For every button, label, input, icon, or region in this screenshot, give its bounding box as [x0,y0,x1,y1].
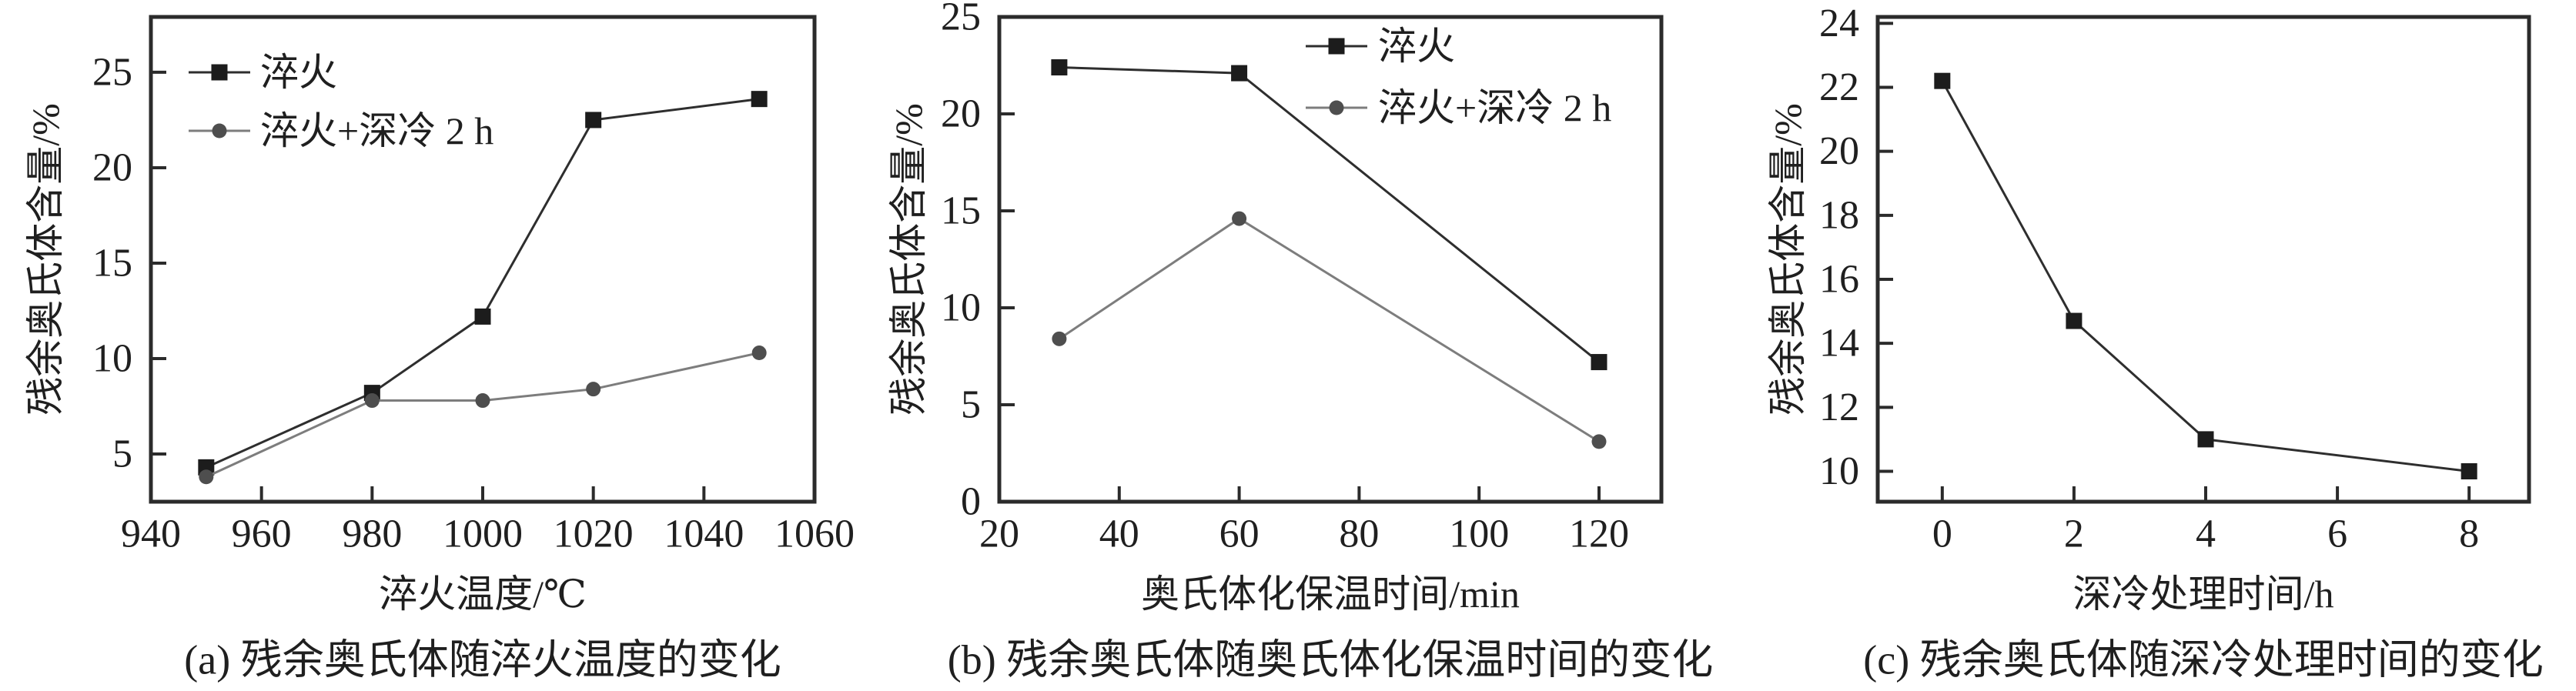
data-point-marker [751,91,768,108]
legend-label: 淬火+深冷 2 h [260,109,493,152]
y-tick-label: 20 [941,92,981,136]
series-line [1941,80,2470,472]
x-tick-label: 1000 [443,512,523,556]
data-point-marker [199,469,214,485]
data-point-marker [1051,59,1068,76]
legend-item: 淬火+深冷 2 h [1306,86,1611,129]
legend-item: 淬火+深冷 2 h [189,109,493,152]
x-tick-label: 100 [1449,512,1509,556]
y-tick-label: 12 [1819,386,1859,429]
y-tick-label: 15 [941,189,981,233]
y-tick-label: 14 [1819,322,1859,366]
data-point-marker [586,382,601,397]
x-tick-label: 20 [979,512,1019,556]
y-tick-label: 16 [1819,257,1859,301]
y-tick-label: 25 [941,0,981,39]
legend-label: 淬火 [1378,25,1455,68]
x-tick-label: 120 [1569,512,1629,556]
data-point-marker [2461,462,2477,479]
x-tick-label: 980 [342,512,402,556]
y-tick-label: 5 [961,383,981,427]
x-tick-label: 1060 [774,512,855,556]
x-tick-label: 6 [2327,512,2347,556]
legend-label: 淬火+深冷 2 h [1378,86,1611,129]
data-point-marker [1232,211,1247,226]
chart-a-quenching-temperature: 940 960 980 1000 1020 1040 1060 5 10 15 20 25 淬火淬火+深… [92,15,855,556]
data-point-marker [1591,434,1607,449]
x-tick-label: 1020 [554,512,634,556]
legend-label: 淬火 [260,51,337,94]
plot-frame [149,15,817,504]
series-line [1059,217,1600,443]
data-point-marker [1934,72,1951,89]
data-point-marker [1052,331,1067,346]
x-tick-label: 0 [1932,512,1952,556]
data-point-marker [751,346,767,361]
x-tick-label: 40 [1099,512,1139,556]
data-point-marker [1591,354,1607,371]
legend-item: 淬火 [1306,25,1455,68]
data-point-marker [474,308,491,325]
x-tick-label: 960 [232,512,292,556]
y-tick-label: 10 [1819,449,1859,493]
y-tick-label: 24 [1819,2,1859,45]
y-tick-label: 22 [1819,65,1859,109]
x-tick-label: 80 [1339,512,1379,556]
data-point-marker [2197,431,2214,448]
legend-marker [212,123,227,139]
legend-item: 淬火 [189,51,337,94]
legend-marker [1329,100,1344,115]
data-point-marker [2066,312,2083,329]
data-point-marker [364,393,380,409]
y-tick-label: 20 [92,145,132,189]
legend-marker [1328,38,1345,55]
x-tick-label: 940 [121,512,181,556]
x-tick-label: 8 [2459,512,2479,556]
y-tick-label: 15 [92,241,132,285]
data-point-marker [585,112,602,129]
data-point-marker [1231,65,1248,82]
y-tick-label: 10 [941,286,981,330]
x-tick-label: 60 [1219,512,1260,556]
y-tick-label: 25 [92,50,132,94]
series-line [206,352,760,479]
y-tick-label: 0 [961,480,981,524]
x-tick-label: 4 [2196,512,2216,556]
y-tick-label: 18 [1819,193,1859,237]
plot-frame [1875,15,2531,504]
plot-frame [997,15,1664,504]
y-tick-label: 10 [92,336,132,380]
series-line [206,98,760,469]
y-tick-label: 5 [112,432,132,476]
y-tick-label: 20 [1819,129,1859,173]
data-point-marker [475,393,490,409]
x-tick-label: 2 [2064,512,2084,556]
x-tick-label: 1040 [664,512,744,556]
legend-marker [211,64,228,81]
